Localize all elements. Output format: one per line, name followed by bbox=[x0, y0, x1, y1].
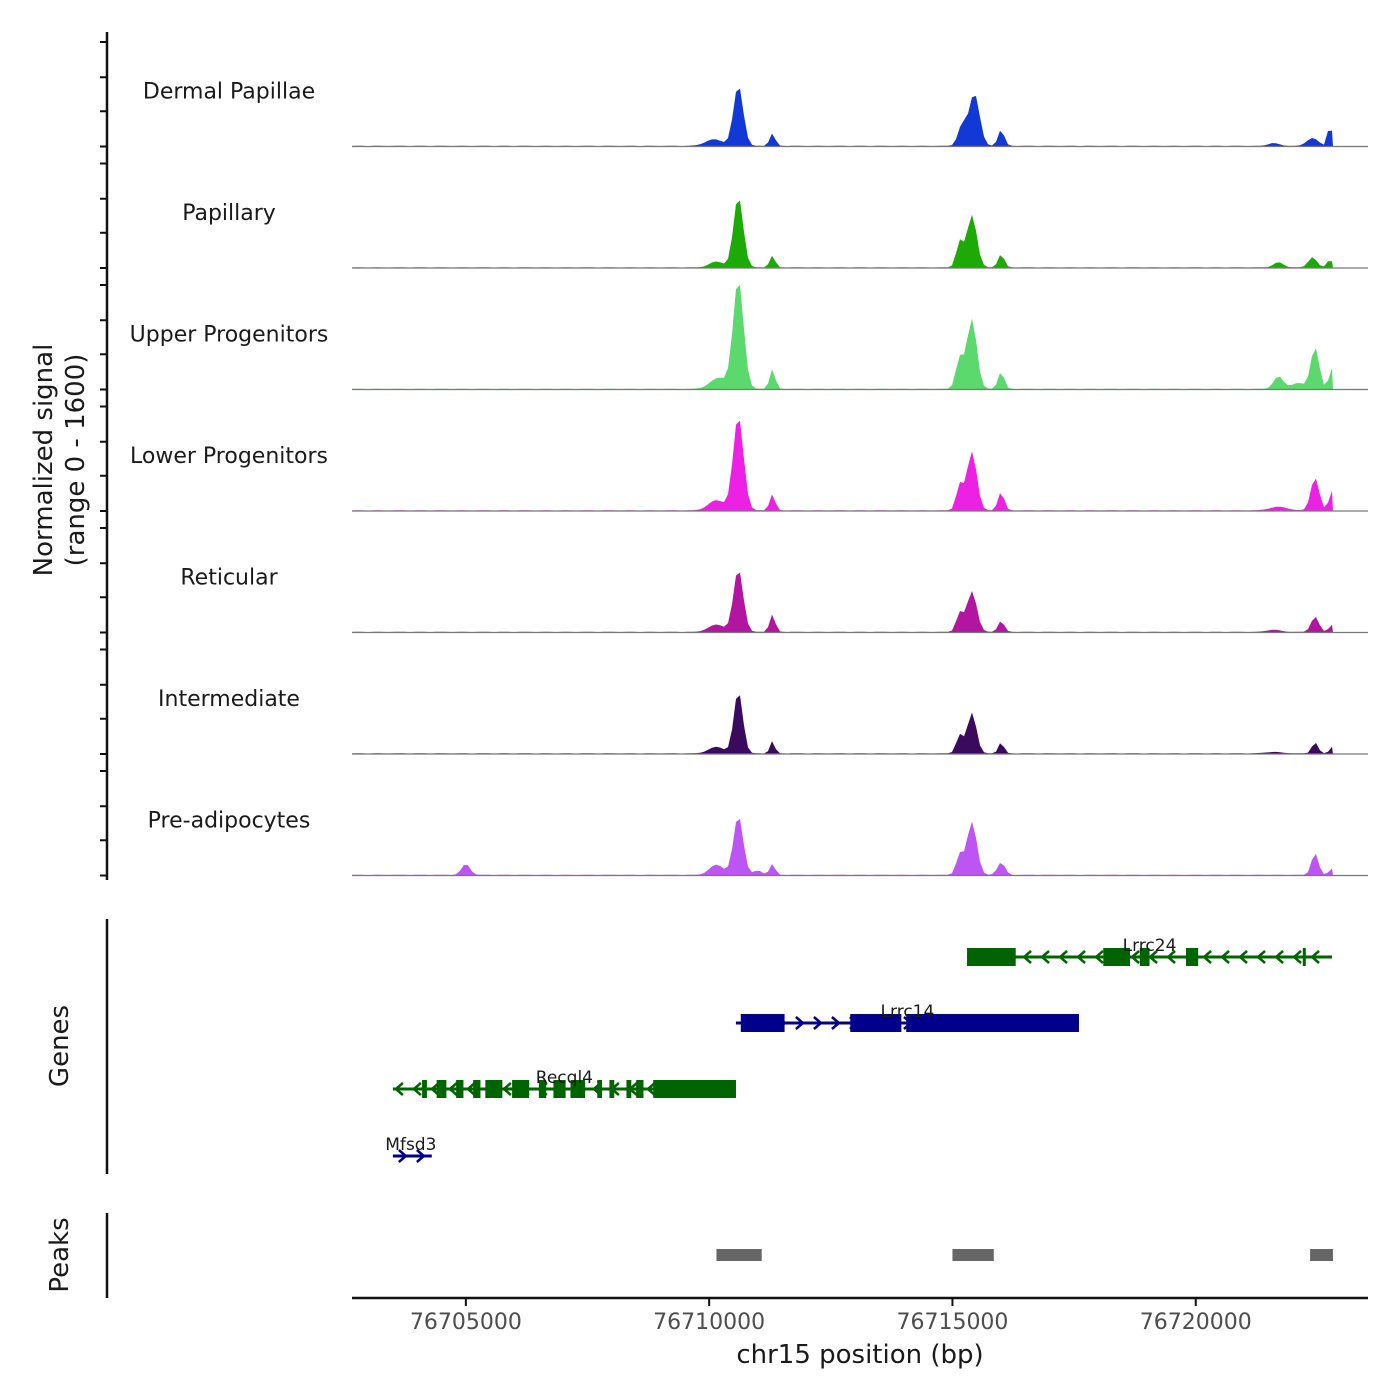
gene-track: Lrrc24 Lrrc14 Recql4 Mfsd3 bbox=[385, 936, 1332, 1163]
gene-label: Lrrc14 bbox=[881, 1002, 935, 1022]
strand-arrow bbox=[1022, 950, 1032, 964]
exon bbox=[473, 1080, 481, 1098]
strand-arrow bbox=[1310, 950, 1320, 964]
strand-arrow bbox=[645, 1082, 656, 1096]
strand-arrow bbox=[1148, 950, 1158, 964]
exon bbox=[1186, 948, 1199, 966]
exon bbox=[1139, 948, 1150, 966]
strand-arrow bbox=[1076, 950, 1086, 964]
x-tick-label: 76705000 bbox=[410, 1310, 522, 1335]
genes-panel-label: Genes bbox=[45, 1005, 75, 1087]
strand-arrow bbox=[1292, 950, 1302, 964]
peak-region bbox=[1310, 1249, 1333, 1261]
exon bbox=[740, 1014, 785, 1032]
strand-arrow bbox=[398, 1149, 408, 1163]
signal-area bbox=[352, 284, 1333, 390]
track-label: Dermal Papillae bbox=[143, 80, 315, 105]
signal-tracks: Dermal Papillae Papillary Upper Progenitor… bbox=[130, 80, 1368, 877]
track-label: Intermediate bbox=[158, 687, 300, 712]
signal-y-axis bbox=[100, 32, 109, 880]
strand-arrow bbox=[1220, 950, 1230, 964]
exon bbox=[704, 1080, 710, 1098]
strand-arrow bbox=[795, 1016, 805, 1030]
strand-arrow bbox=[501, 1082, 512, 1096]
strand-arrow bbox=[1166, 950, 1176, 964]
signal-area bbox=[352, 695, 1333, 754]
strand-arrow bbox=[1130, 950, 1140, 964]
exon bbox=[728, 1080, 736, 1098]
exon bbox=[570, 1080, 586, 1098]
signal-area bbox=[352, 88, 1333, 147]
track-label: Papillary bbox=[182, 201, 276, 226]
peaks-panel-label: Peaks bbox=[45, 1217, 75, 1292]
peak-region bbox=[716, 1249, 762, 1261]
exon bbox=[553, 1080, 566, 1098]
track-upper-progenitors: Upper Progenitors bbox=[130, 284, 1368, 391]
track-intermediate: Intermediate bbox=[158, 687, 1368, 755]
strand-arrow bbox=[447, 1082, 458, 1096]
exon bbox=[1302, 948, 1306, 966]
exon bbox=[512, 1080, 530, 1098]
strand-arrow bbox=[813, 1016, 823, 1030]
gene-recql4: Recql4 bbox=[392, 1068, 736, 1098]
track-reticular: Reticular bbox=[180, 566, 1368, 634]
strand-arrow bbox=[1058, 950, 1068, 964]
exon bbox=[597, 1080, 603, 1098]
exon bbox=[609, 1080, 615, 1098]
x-axis: 76705000 76710000 76715000 76720000 bbox=[352, 1296, 1368, 1335]
track-label: Lower Progenitors bbox=[130, 444, 328, 469]
strand-arrow bbox=[411, 1082, 422, 1096]
gene-mfsd3: Mfsd3 bbox=[385, 1135, 436, 1163]
strand-arrow bbox=[1274, 950, 1284, 964]
signal-area bbox=[352, 200, 1333, 268]
strand-arrow bbox=[1256, 950, 1266, 964]
exon bbox=[906, 1014, 1079, 1032]
exon bbox=[1103, 948, 1131, 966]
strand-arrow bbox=[416, 1149, 426, 1163]
gene-label: Recql4 bbox=[536, 1068, 593, 1088]
track-lower-progenitors: Lower Progenitors bbox=[130, 420, 1368, 512]
exon bbox=[436, 1080, 447, 1098]
exon bbox=[626, 1080, 632, 1098]
track-pre-adipocytes: Pre-adipocytes bbox=[148, 809, 1368, 877]
gene-lrrc14: Lrrc14 bbox=[735, 1002, 1079, 1032]
strand-arrow bbox=[1202, 950, 1212, 964]
strand-arrow bbox=[1238, 950, 1248, 964]
gene-label: Lrrc24 bbox=[1123, 936, 1177, 956]
x-tick-label: 76715000 bbox=[896, 1310, 1008, 1335]
peak-region bbox=[952, 1249, 994, 1261]
exon bbox=[850, 1014, 902, 1032]
x-axis-label: chr15 position (bp) bbox=[736, 1340, 983, 1370]
exon bbox=[422, 1080, 427, 1098]
y-axis-label-line2: (range 0 - 1600) bbox=[61, 354, 91, 567]
peak-track bbox=[716, 1249, 1333, 1261]
exon bbox=[718, 1080, 724, 1098]
exon bbox=[636, 1080, 644, 1098]
track-label: Reticular bbox=[180, 566, 278, 591]
strand-arrow bbox=[1094, 950, 1104, 964]
gene-lrrc24: Lrrc24 bbox=[967, 936, 1332, 966]
signal-area bbox=[352, 420, 1333, 511]
signal-area bbox=[352, 572, 1333, 633]
x-tick-label: 76710000 bbox=[653, 1310, 765, 1335]
exon bbox=[456, 1080, 464, 1098]
track-label: Upper Progenitors bbox=[130, 323, 329, 348]
track-dermal-papillae: Dermal Papillae bbox=[143, 80, 1368, 148]
x-tick-label: 76720000 bbox=[1140, 1310, 1252, 1335]
strand-arrow bbox=[831, 1016, 841, 1030]
exon bbox=[538, 1080, 547, 1098]
gene-label: Mfsd3 bbox=[385, 1135, 436, 1155]
signal-area bbox=[352, 819, 1333, 876]
y-axis-label-line1: Normalized signal bbox=[29, 344, 59, 577]
strand-arrow bbox=[393, 1082, 404, 1096]
strand-arrow bbox=[429, 1082, 440, 1096]
exon bbox=[660, 1080, 695, 1098]
strand-arrow bbox=[465, 1082, 476, 1096]
track-papillary: Papillary bbox=[182, 200, 1368, 269]
track-label: Pre-adipocytes bbox=[148, 809, 311, 834]
exon bbox=[485, 1080, 503, 1098]
exon bbox=[967, 948, 1016, 966]
strand-arrow bbox=[1040, 950, 1050, 964]
